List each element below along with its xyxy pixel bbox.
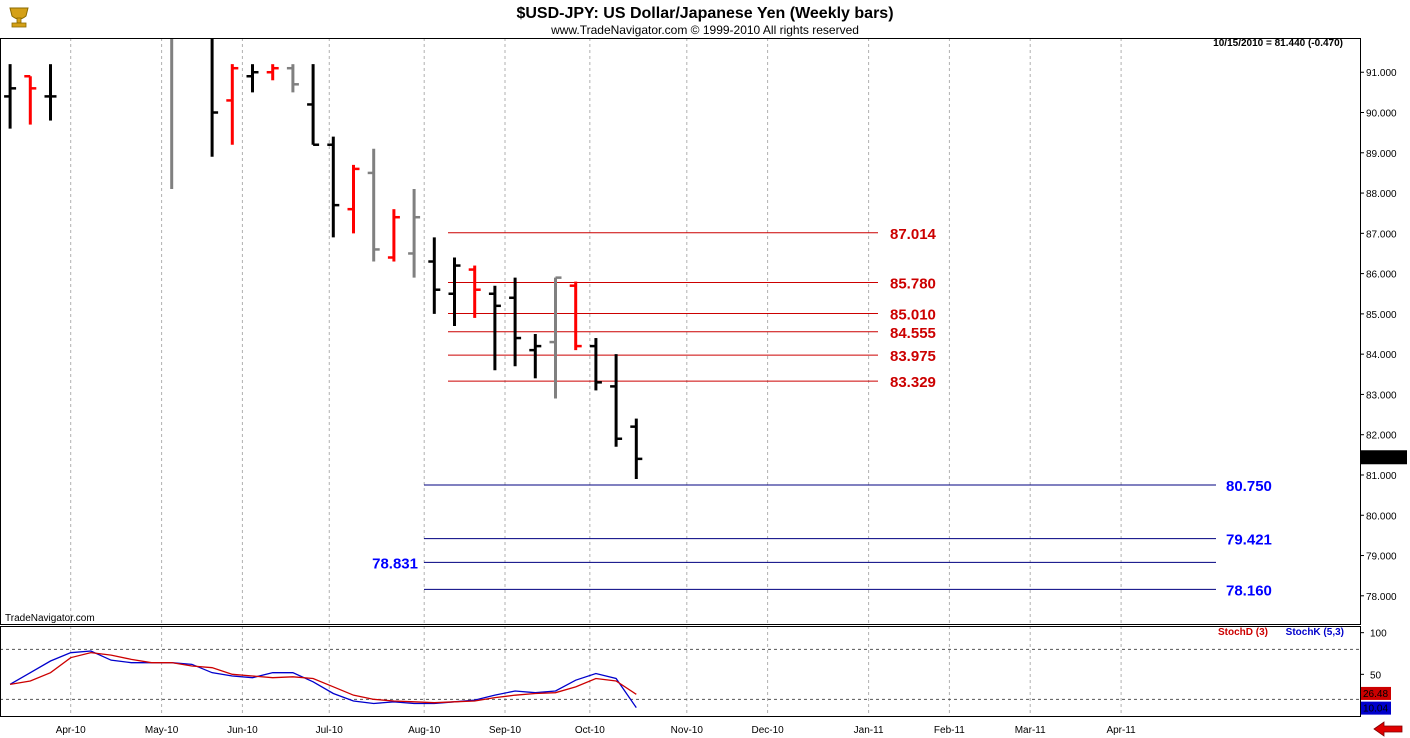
resistance-label: 84.555 <box>890 325 936 342</box>
support-label: 78.831 <box>372 555 418 572</box>
price-axis: 91.000 90.000 89.000 88.000 87.000 86.000 85.0… <box>1360 68 1407 603</box>
price-levels: 87.014 85.780 85.010 84.555 83.975 83.329 80.7… <box>372 226 1272 600</box>
ohlc-bar <box>610 354 623 447</box>
resistance-label: 85.010 <box>890 306 936 323</box>
series-line-d <box>9 652 637 704</box>
last-quote: 10/15/2010 = 81.440 (-0.470) <box>1213 38 1343 49</box>
legend-stoch-d: StochD (3) <box>1218 627 1268 638</box>
price-tick-label: 86.000 <box>1366 270 1397 281</box>
stoch-tick-label: 100 <box>1370 629 1387 640</box>
date-tick-label: Nov-10 <box>671 725 704 736</box>
date-tick-label: Sep-10 <box>489 725 522 736</box>
ohlc-bar <box>468 265 481 318</box>
ohlc-bar <box>266 64 279 81</box>
date-tick-label: May-10 <box>145 725 179 736</box>
stoch-k-value: 10.04 <box>1363 704 1388 715</box>
series-line-k <box>9 650 637 709</box>
support-label: 80.750 <box>1226 478 1272 495</box>
price-tick-label: 87.000 <box>1366 229 1397 240</box>
price-tick-label: 78.000 <box>1366 592 1397 603</box>
ohlc-bar <box>408 189 421 278</box>
date-tick-label: Feb-11 <box>934 725 965 736</box>
date-tick-label: Jan-11 <box>854 725 884 736</box>
date-tick-label: Jun-10 <box>227 725 258 736</box>
date-tick-label: Apr-10 <box>56 725 86 736</box>
ohlc-bar <box>327 136 340 238</box>
stochastic-grid <box>0 626 1360 716</box>
resistance-label: 83.975 <box>890 348 936 365</box>
price-tick-label: 83.000 <box>1366 390 1397 401</box>
date-tick-label: Apr-11 <box>1106 725 1136 736</box>
ohlc-bar <box>246 64 259 93</box>
date-tick-label: Dec-10 <box>751 725 784 736</box>
ohlc-bar <box>448 257 461 326</box>
ohlc-bar <box>44 64 57 121</box>
stochastic-axis: 100 50 26.48 10.04 <box>1360 629 1391 715</box>
chart-subtitle: www.TradeNavigator.com © 1999-2010 All r… <box>550 23 859 37</box>
price-tick-label: 88.000 <box>1366 189 1397 200</box>
trophy-icon <box>4 3 34 29</box>
price-tick-label: 89.000 <box>1366 149 1397 160</box>
ohlc-bar <box>170 38 174 190</box>
price-tick-label: 82.000 <box>1366 431 1397 442</box>
ohlc-bar <box>569 281 582 351</box>
chart-title: $USD-JPY: US Dollar/Japanese Yen (Weekly… <box>516 5 893 22</box>
stoch-d-tag <box>1361 686 1391 700</box>
ohlc-bar <box>226 64 239 145</box>
ohlc-bar <box>286 64 299 93</box>
ohlc-bar <box>4 64 17 129</box>
ohlc-bar <box>210 38 219 157</box>
ohlc-bar <box>509 277 522 367</box>
main-frame <box>0 38 1361 625</box>
date-tick-label: Jul-10 <box>316 725 344 736</box>
watermark: TradeNavigator.com <box>5 613 95 624</box>
ohlc-bar <box>24 75 37 125</box>
support-label: 79.421 <box>1226 532 1272 549</box>
main-grid <box>70 38 1122 624</box>
date-tick-label: Mar-11 <box>1015 725 1046 736</box>
price-tick-label: 85.000 <box>1366 310 1397 321</box>
current-price-label: 81.440 <box>1364 453 1395 464</box>
price-bars <box>4 38 643 480</box>
ohlc-bar <box>589 338 602 391</box>
ohlc-bar <box>630 418 643 480</box>
date-tick-label: Aug-10 <box>408 725 441 736</box>
ohlc-bar <box>549 276 562 399</box>
stoch-d-value: 26.48 <box>1363 689 1388 700</box>
ohlc-bar <box>347 164 360 234</box>
resistance-label: 87.014 <box>890 226 937 243</box>
ohlc-bar <box>529 334 542 379</box>
support-label: 78.160 <box>1226 582 1272 599</box>
price-tick-label: 91.000 <box>1366 68 1397 79</box>
sub-frame <box>0 626 1361 717</box>
date-tick-label: Oct-10 <box>575 725 605 736</box>
price-tick-label: 79.000 <box>1366 552 1397 563</box>
price-tick-label: 90.000 <box>1366 109 1397 120</box>
ohlc-bar <box>387 209 400 262</box>
ohlc-bar <box>428 237 441 314</box>
current-price-tag <box>1361 450 1407 465</box>
ohlc-bar <box>307 64 320 146</box>
price-tick-label: 80.000 <box>1366 511 1397 522</box>
price-tick-label: 84.000 <box>1366 350 1397 361</box>
chart-frame <box>0 38 1361 717</box>
legend-stoch-k: StochK (5,3) <box>1286 627 1344 638</box>
resistance-label: 83.329 <box>890 374 936 391</box>
stochastic-lines <box>9 650 637 709</box>
stoch-tick-label: 50 <box>1370 670 1382 681</box>
scroll-right-arrow-icon[interactable] <box>1373 721 1403 737</box>
price-tick-label: 81.000 <box>1366 471 1397 482</box>
stoch-k-tag <box>1361 701 1391 715</box>
date-axis: Apr-10 May-10 Jun-10 Jul-10 Aug-10 Sep-10 Oct-… <box>56 725 1136 736</box>
resistance-label: 85.780 <box>890 275 936 292</box>
ohlc-bar <box>488 285 501 371</box>
ohlc-bar <box>367 148 380 262</box>
